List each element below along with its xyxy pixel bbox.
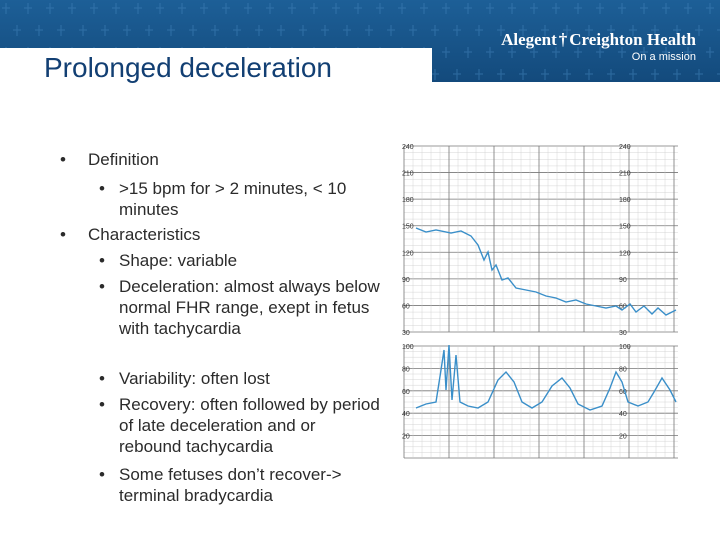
title-background [0, 48, 432, 82]
sub-bullet-deceleration: • Deceleration: almost always below norm… [99, 276, 389, 339]
fhr-tick-right: 180 [619, 197, 631, 204]
fhr-tick-left: 30 [402, 330, 410, 337]
uterine-activity-line [415, 344, 677, 411]
fhr-tick-left: 90 [402, 277, 410, 284]
brand-cross: † [558, 30, 568, 49]
ua-tick-right: 60 [619, 389, 627, 396]
bullet-dot: • [99, 251, 105, 270]
fhr-tick-right: 120 [619, 250, 631, 257]
fhr-trace-line [415, 227, 677, 316]
bullet-dot: • [99, 179, 105, 198]
ua-tick-left: 20 [402, 434, 410, 441]
page-title: Prolonged deceleration [44, 52, 332, 83]
ua-tick-left: 100 [402, 344, 414, 351]
bullet-text: Variability: often lost [119, 369, 270, 388]
fhr-tick-left: 180 [402, 197, 414, 204]
bullet-text: Deceleration: almost always below normal… [119, 277, 380, 338]
brand-logo: Alegent † Creighton Health [501, 30, 696, 50]
ua-tick-right: 20 [619, 434, 627, 441]
ua-tick-right: 100 [619, 344, 631, 351]
sub-bullet-shape: • Shape: variable [99, 250, 389, 271]
bullet-text: Shape: variable [119, 251, 238, 270]
sub-bullet-variability: • Variability: often lost [99, 368, 389, 389]
fhr-tick-right: 240 [619, 144, 631, 151]
brand-tagline: On a mission [631, 51, 696, 63]
bullet-dot: • [99, 465, 105, 484]
bullet-text: Characteristics [88, 225, 201, 244]
sub-bullet-recovery: • Recovery: often followed by period of … [99, 394, 389, 457]
fhr-tick-right: 150 [619, 224, 631, 231]
ua-tick-left: 80 [402, 366, 410, 373]
sub-bullet-criteria: • >15 bpm for > 2 minutes, < 10 minutes [99, 178, 389, 220]
bullet-dot: • [60, 150, 66, 169]
ua-tick-right: 40 [619, 411, 627, 418]
fhr-tick-left: 60 [402, 303, 410, 310]
sub-bullet-terminal: • Some fetuses don’t recover-> terminal … [99, 464, 389, 506]
bullet-text: Recovery: often followed by period of la… [119, 395, 380, 456]
fhr-tick-left: 240 [402, 144, 414, 151]
fhr-tracing-image: 240 240 210 210 180 180 150 150 120 120 90 90 60 60 30… [396, 140, 686, 460]
bullet-dot: • [60, 225, 66, 244]
fhr-tick-right: 30 [619, 330, 627, 337]
fhr-tick-right: 210 [619, 171, 631, 178]
ua-tick-right: 80 [619, 366, 627, 373]
brand-right: Creighton Health [569, 30, 696, 49]
bullet-dot: • [99, 395, 105, 414]
bullet-text: Definition [88, 150, 159, 169]
brand-left: Alegent [501, 30, 557, 49]
fhr-tick-left: 150 [402, 224, 414, 231]
fhr-tick-right: 60 [619, 303, 627, 310]
bullet-text: >15 bpm for > 2 minutes, < 10 minutes [119, 179, 347, 219]
ua-tick-left: 40 [402, 411, 410, 418]
fhr-tick-left: 120 [402, 250, 414, 257]
bullet-text: Some fetuses don’t recover-> terminal br… [119, 465, 342, 505]
ua-tick-left: 60 [402, 389, 410, 396]
bullet-dot: • [99, 369, 105, 388]
bullet-dot: • [99, 277, 105, 296]
fhr-tick-left: 210 [402, 171, 414, 178]
fhr-tick-right: 90 [619, 277, 627, 284]
